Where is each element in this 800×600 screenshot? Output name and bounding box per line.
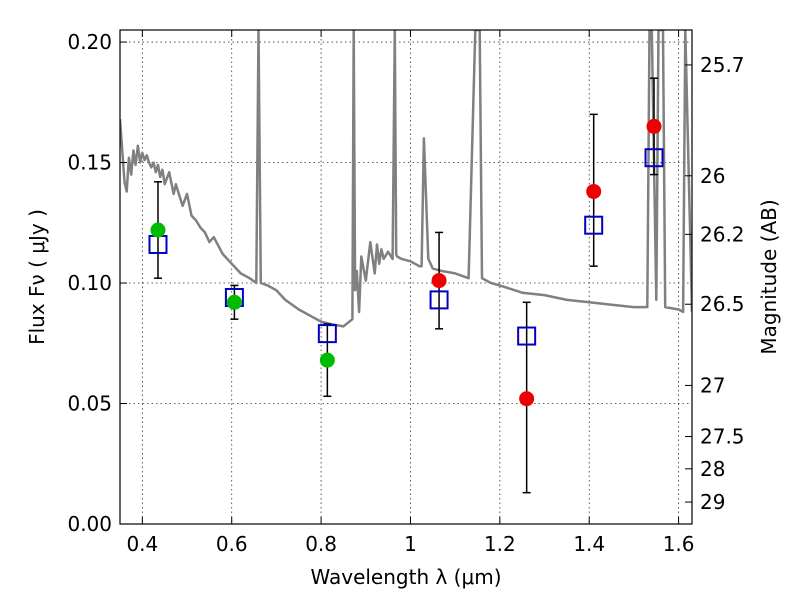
red-data-point (646, 118, 662, 134)
y2-tick-label: 25.7 (700, 53, 745, 77)
x-tick-label: 1.6 (663, 532, 695, 556)
model-flux-square (517, 326, 537, 346)
y2-tick-label: 26 (700, 164, 725, 188)
red-data-point (431, 273, 447, 289)
model-flux-square (429, 290, 449, 310)
x-axis-label: Wavelength λ (μm) (310, 565, 501, 589)
y-tick-label: 0.05 (67, 392, 112, 416)
y-tick-label: 0.15 (67, 151, 112, 175)
model-flux-square (317, 324, 337, 344)
model-flux-square (584, 215, 604, 235)
y2-tick-label: 29 (700, 490, 725, 514)
y-tick-label: 0.20 (67, 30, 112, 54)
model-flux-square (644, 148, 664, 168)
x-tick-label: 1 (404, 532, 417, 556)
red-data-point (586, 183, 602, 199)
y2-tick-label: 26.5 (700, 292, 745, 316)
plot-frame (119, 29, 693, 525)
tick-labels-layer: 0.4 0.6 0.8 1 1.2 1.4 1.6 0.00 0.05 0.10 0.15 0.20 2… (67, 30, 744, 556)
model-spectrum-line (120, 30, 692, 328)
x-tick-label: 1.4 (573, 532, 605, 556)
points-layer (148, 118, 664, 407)
y2-tick-label: 28 (700, 457, 725, 481)
red-data-point (519, 391, 535, 407)
grid-layer (120, 30, 692, 525)
green-data-point (150, 222, 166, 238)
y-tick-label: 0.10 (67, 271, 112, 295)
x-tick-label: 0.4 (126, 532, 158, 556)
errorbar-layer (153, 77, 659, 494)
green-data-point (319, 352, 335, 368)
model-spectrum-layer (120, 30, 692, 328)
ticks-layer (120, 30, 692, 525)
y2-axis-label: Magnitude (AB) (757, 199, 781, 354)
y-axis-label: Flux Fν ( μJy ) (25, 209, 49, 345)
x-tick-label: 1.2 (484, 532, 516, 556)
y2-tick-label: 27.5 (700, 425, 745, 449)
green-data-point (226, 294, 242, 310)
y2-tick-label: 27 (700, 373, 725, 397)
y2-tick-label: 26.2 (700, 222, 745, 246)
x-tick-label: 0.8 (305, 532, 337, 556)
y-tick-label: 0.00 (67, 512, 112, 536)
x-tick-label: 0.6 (216, 532, 248, 556)
